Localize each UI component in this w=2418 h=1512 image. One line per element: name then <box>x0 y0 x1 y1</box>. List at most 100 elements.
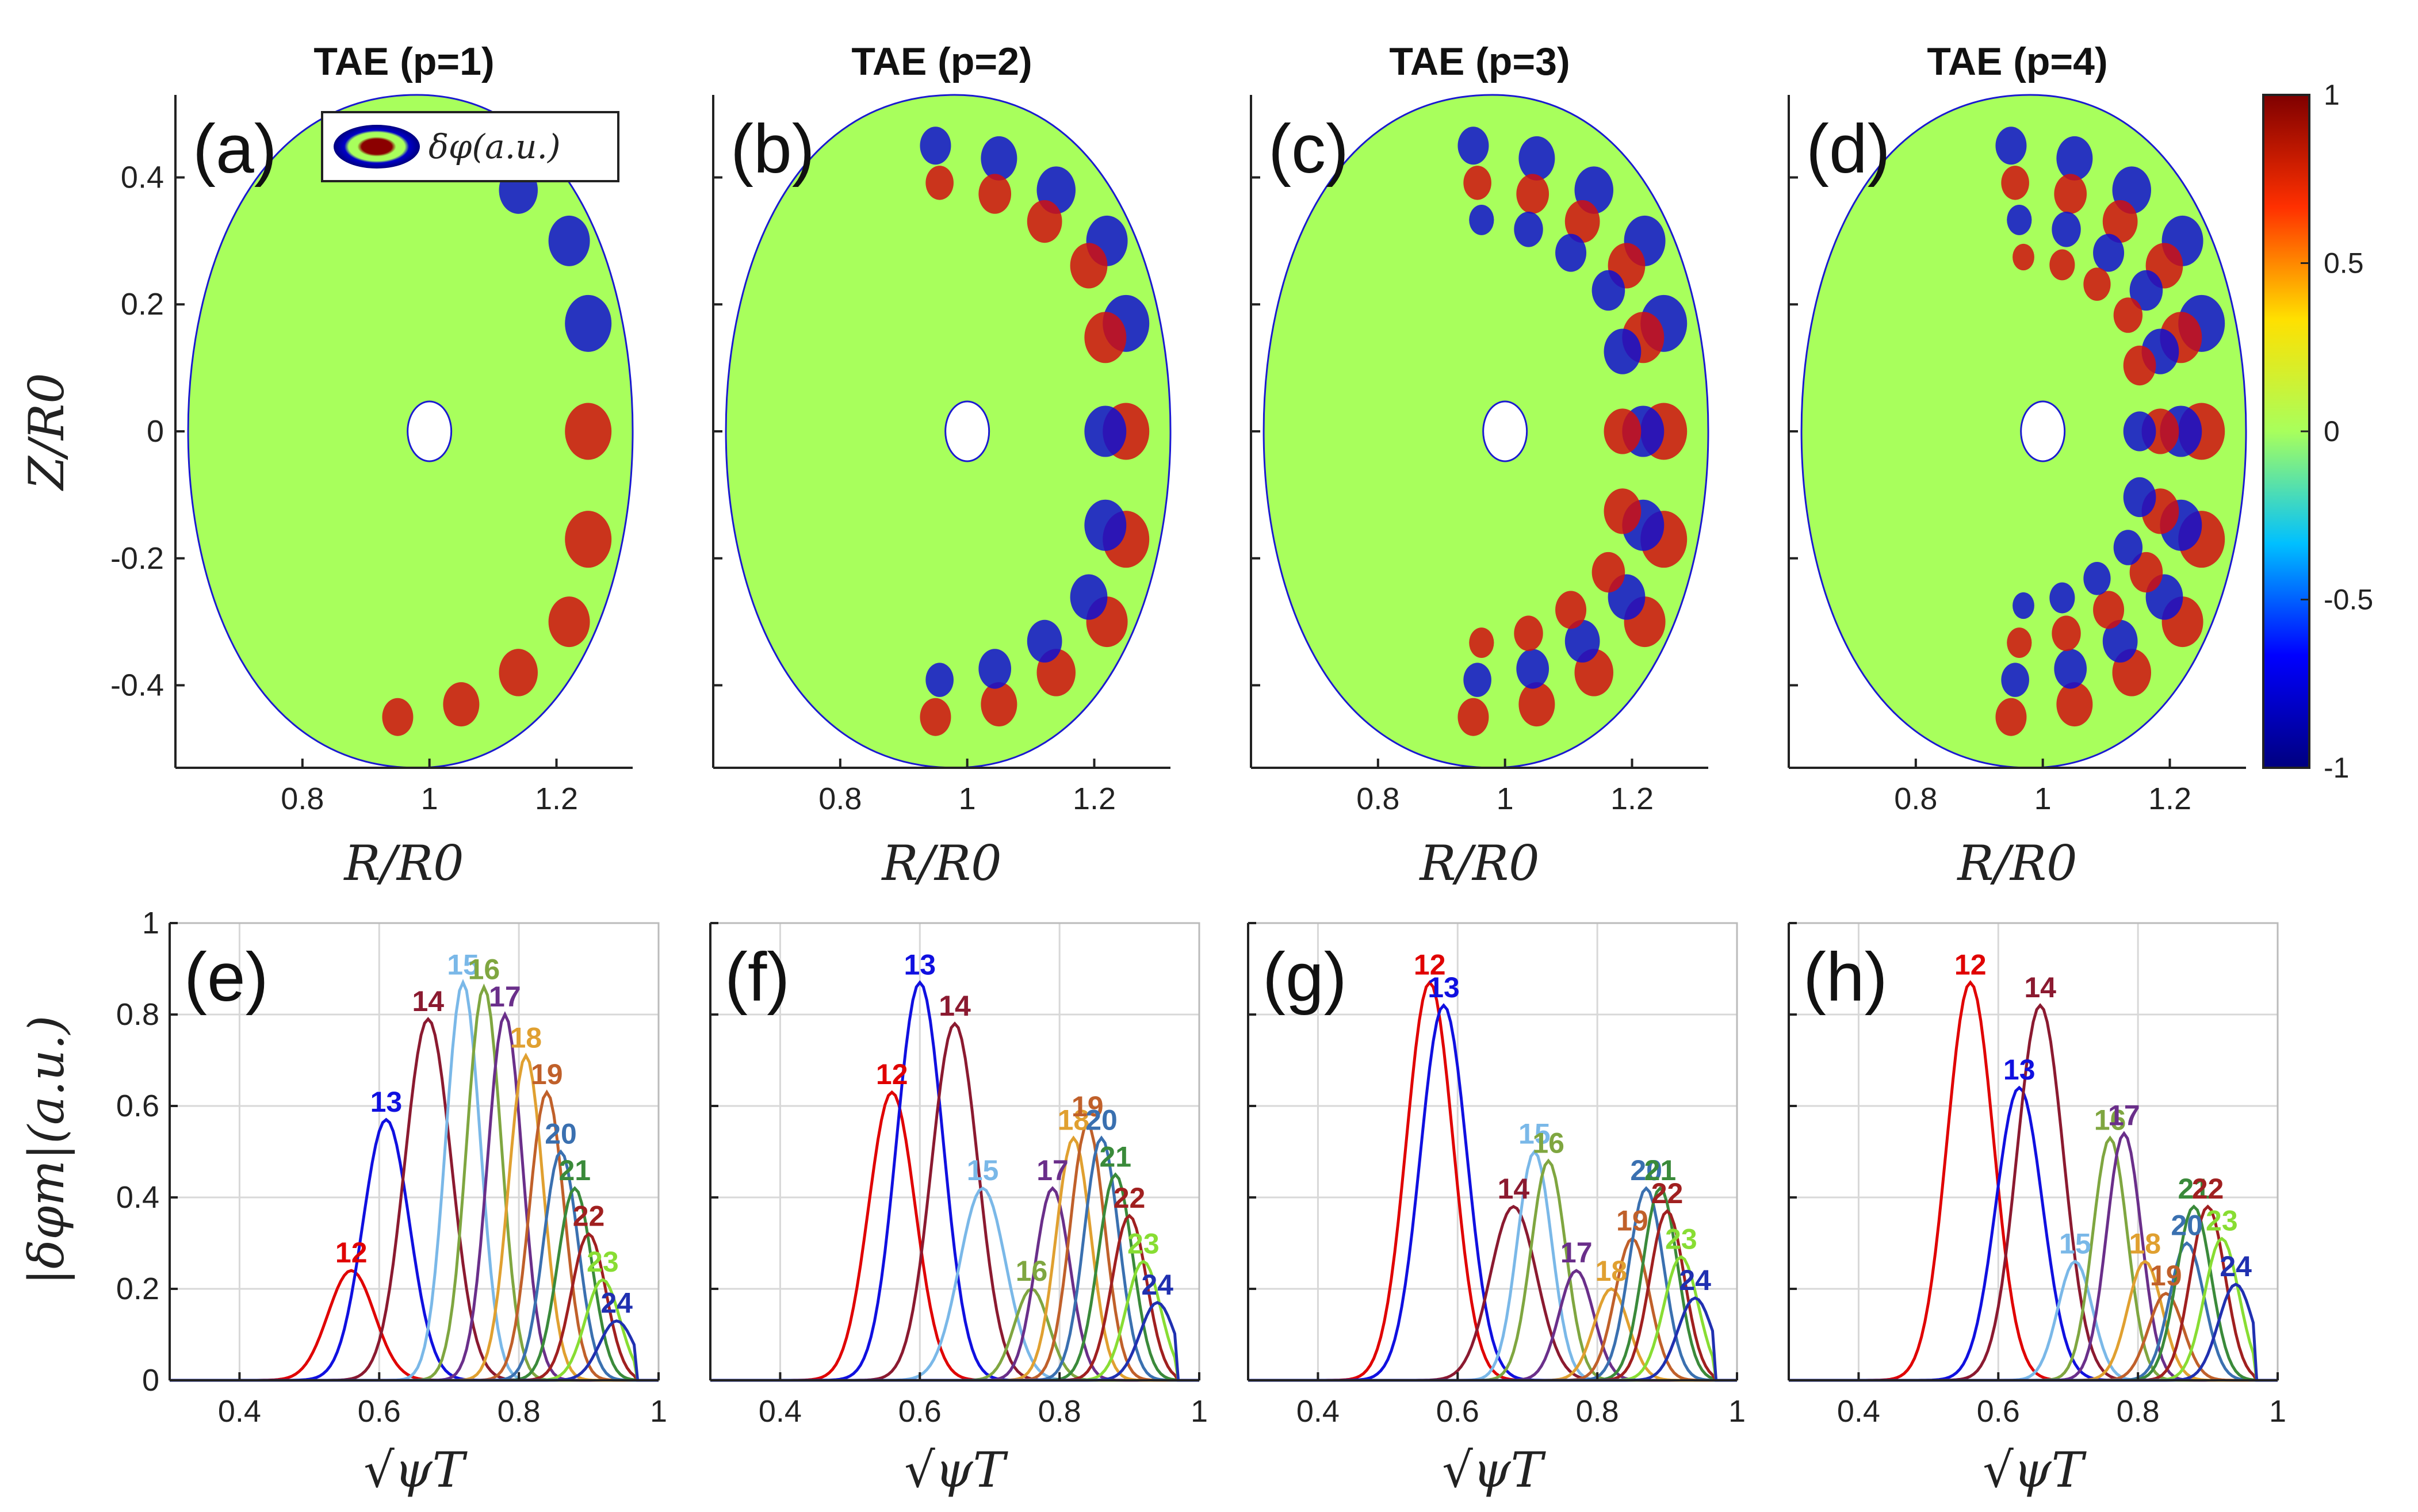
mode-label-12: 12 <box>876 1058 908 1090</box>
mode-curve-19 <box>1789 1292 2278 1382</box>
mode-label-13: 13 <box>904 948 936 981</box>
mode-label-16: 16 <box>1532 1127 1564 1159</box>
x-tick-label: 1 <box>1497 782 1514 816</box>
magnetic-axis-hole <box>1482 400 1528 462</box>
contour-panel-c: TAE (p=3) 0.8 1 1.2 R/R0 (c) <box>1250 40 1709 891</box>
mode-lobe <box>1518 136 1555 181</box>
mode-lobe <box>1084 312 1127 363</box>
panel-label: (d) <box>1806 110 1891 187</box>
mode-label-15: 15 <box>447 948 479 981</box>
mode-label-13: 13 <box>1428 971 1460 1004</box>
mode-lobe <box>2056 136 2093 181</box>
mode-lobe <box>1518 682 1555 727</box>
mode-curve-23 <box>710 1260 1199 1382</box>
x-axis-label: R/R0 <box>881 835 1001 891</box>
mode-label-22: 22 <box>1114 1182 1146 1214</box>
mode-lobe <box>2123 345 2156 386</box>
mode-label-20: 20 <box>1630 1154 1662 1186</box>
mode-label-17: 17 <box>1036 1154 1069 1186</box>
mode-lobe <box>1995 127 2027 165</box>
mode-label-17: 17 <box>2108 1100 2140 1132</box>
mode-lobe <box>565 511 612 568</box>
colormap-legend: δφ(a.u.) <box>321 111 619 182</box>
x-axis-label: √ψT <box>1442 1442 1546 1498</box>
x-tick-label: 1 <box>1191 1394 1208 1429</box>
legend-label: δφ(a.u.) <box>428 127 561 166</box>
x-tick-label: 1 <box>2269 1394 2286 1429</box>
panel-label: (g) <box>1262 939 1347 1016</box>
mode-lobe <box>1604 328 1642 374</box>
contour-y-axis-label: Z/R0 <box>18 373 75 491</box>
mode-lobe <box>443 682 480 727</box>
mode-lobe <box>2083 561 2111 595</box>
x-tick-label: 0.8 <box>1356 782 1399 816</box>
mode-label-19: 19 <box>531 1058 563 1090</box>
mode-label-14: 14 <box>939 990 971 1022</box>
mode-lobe <box>565 294 612 352</box>
mode-label-15: 15 <box>2059 1227 2091 1260</box>
mode-label-17: 17 <box>489 981 521 1013</box>
x-tick-label: 1.2 <box>535 782 578 816</box>
magnetic-axis-hole <box>944 400 990 462</box>
x-tick-label: 1.2 <box>1610 782 1654 816</box>
mode-lobe <box>1995 698 2027 736</box>
x-tick-label: 0.8 <box>2117 1394 2160 1429</box>
mode-lobe <box>1457 127 1489 165</box>
profile-y-axis-label: |δφm|(a.u.) <box>18 1016 75 1285</box>
mode-lobe <box>2093 591 2125 629</box>
mode-lobe <box>1027 619 1062 663</box>
mode-lobe <box>2056 682 2093 727</box>
mode-lobe <box>1463 166 1491 200</box>
mode-lobe <box>2049 249 2075 281</box>
mode-curve-17 <box>1789 1131 2278 1382</box>
x-tick-label: 0.4 <box>1296 1394 1340 1429</box>
y-tick-label: 0.4 <box>116 1180 159 1215</box>
y-tick-label: -0.4 <box>110 668 164 703</box>
y-tick-label: 1 <box>142 906 159 940</box>
mode-lobe <box>548 215 590 266</box>
mode-label-23: 23 <box>1127 1227 1160 1260</box>
mode-lobe <box>2049 582 2075 614</box>
mode-lobe <box>548 596 590 648</box>
contour-panels: TAE (p=1) 0.8 1 1.2 0.4 0.2 0 -0.2 -0.4 R/R0 (a) δφ… <box>18 40 2247 891</box>
mode-label-21: 21 <box>1099 1140 1131 1173</box>
colorbar-tick-label: -1 <box>2324 752 2349 784</box>
mode-lobe <box>565 403 612 460</box>
y-tick-label: 0.2 <box>121 287 164 321</box>
mode-label-18: 18 <box>510 1022 542 1054</box>
mode-lobe <box>1555 234 1587 272</box>
mode-lobe <box>925 166 954 200</box>
x-tick-label: 1 <box>650 1394 667 1429</box>
mode-lobe <box>1604 488 1642 534</box>
mode-label-23: 23 <box>587 1246 619 1278</box>
x-tick-label: 0.4 <box>759 1394 802 1429</box>
mode-label-12: 12 <box>335 1237 368 1269</box>
mode-lobe <box>499 649 538 696</box>
mode-lobe <box>2001 166 2029 200</box>
x-axis-label: √ψT <box>1983 1442 2087 1498</box>
magnetic-axis-hole <box>2020 400 2066 462</box>
mode-lobe <box>2123 411 2156 451</box>
x-tick-label: 1 <box>1728 1394 1746 1429</box>
mode-label-21: 21 <box>558 1154 591 1186</box>
mode-label-22: 22 <box>1651 1177 1684 1209</box>
mode-lobe <box>2113 530 2143 565</box>
mode-lobe <box>1070 243 1108 289</box>
mode-label-14: 14 <box>1498 1173 1530 1205</box>
mode-label-18: 18 <box>2129 1227 2161 1260</box>
panel-label: (b) <box>730 110 815 187</box>
x-tick-label: 0.8 <box>1576 1394 1619 1429</box>
colorbar-tick-label: 0.5 <box>2324 247 2364 280</box>
mode-lobe <box>1084 405 1127 457</box>
mode-lobe <box>1514 615 1543 652</box>
mode-label-17: 17 <box>1560 1237 1593 1269</box>
mode-lobe <box>1591 552 1625 593</box>
mode-lobe <box>1555 591 1587 629</box>
x-tick-label: 0.8 <box>498 1394 541 1429</box>
mode-lobe <box>2123 477 2156 518</box>
x-tick-label: 0.6 <box>898 1394 942 1429</box>
